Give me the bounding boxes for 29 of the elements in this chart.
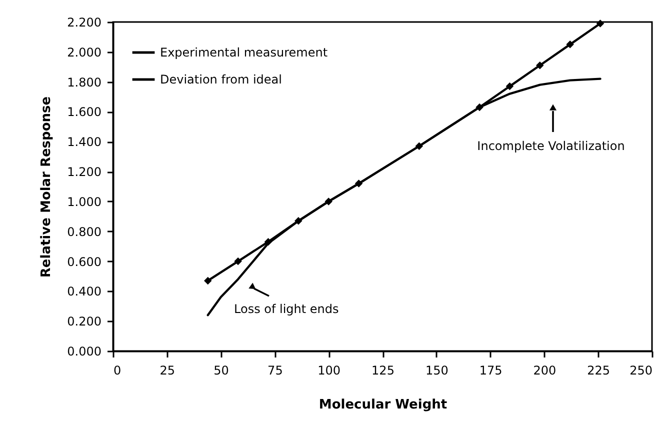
x-tick-label: 250 (630, 364, 652, 378)
y-tick-label: 1.000 (67, 194, 102, 209)
legend-label: Experimental measurement (160, 46, 328, 60)
y-tick-label: 0.600 (67, 254, 102, 269)
x-tick-label: 0 (114, 364, 122, 378)
y-tick-label: 1.400 (67, 135, 102, 150)
y-axis-title: Relative Molar Response (39, 96, 54, 278)
y-tick-label: 1.600 (67, 105, 102, 120)
annotation: Loss of light ends (234, 302, 339, 316)
y-tick-label: 1.200 (67, 165, 102, 180)
y-tick-label: 0.200 (67, 314, 102, 329)
annotation: Incomplete Volatilization (477, 139, 625, 153)
x-tick-label: 175 (479, 364, 502, 378)
x-axis-title: Molecular Weight (318, 398, 448, 412)
x-tick-label: 100 (318, 364, 341, 378)
legend-label: Deviation from ideal (160, 72, 282, 86)
x-tick-label: 150 (425, 364, 448, 378)
y-tick-label: 0.000 (67, 344, 102, 358)
y-tick-label: 1.800 (67, 75, 102, 90)
y-tick-label: 2.000 (67, 45, 102, 60)
x-tick-label: 200 (533, 364, 556, 378)
y-tick-label: 0.400 (67, 284, 102, 299)
y-tick-label: 2.200 (67, 16, 102, 30)
x-tick-label: 225 (587, 364, 610, 378)
y-tick-label: 0.800 (67, 224, 102, 239)
x-tick-label: 50 (214, 364, 229, 378)
x-tick-label: 125 (372, 364, 394, 378)
x-tick-label: 75 (268, 364, 283, 378)
x-tick-label: 25 (160, 364, 176, 378)
